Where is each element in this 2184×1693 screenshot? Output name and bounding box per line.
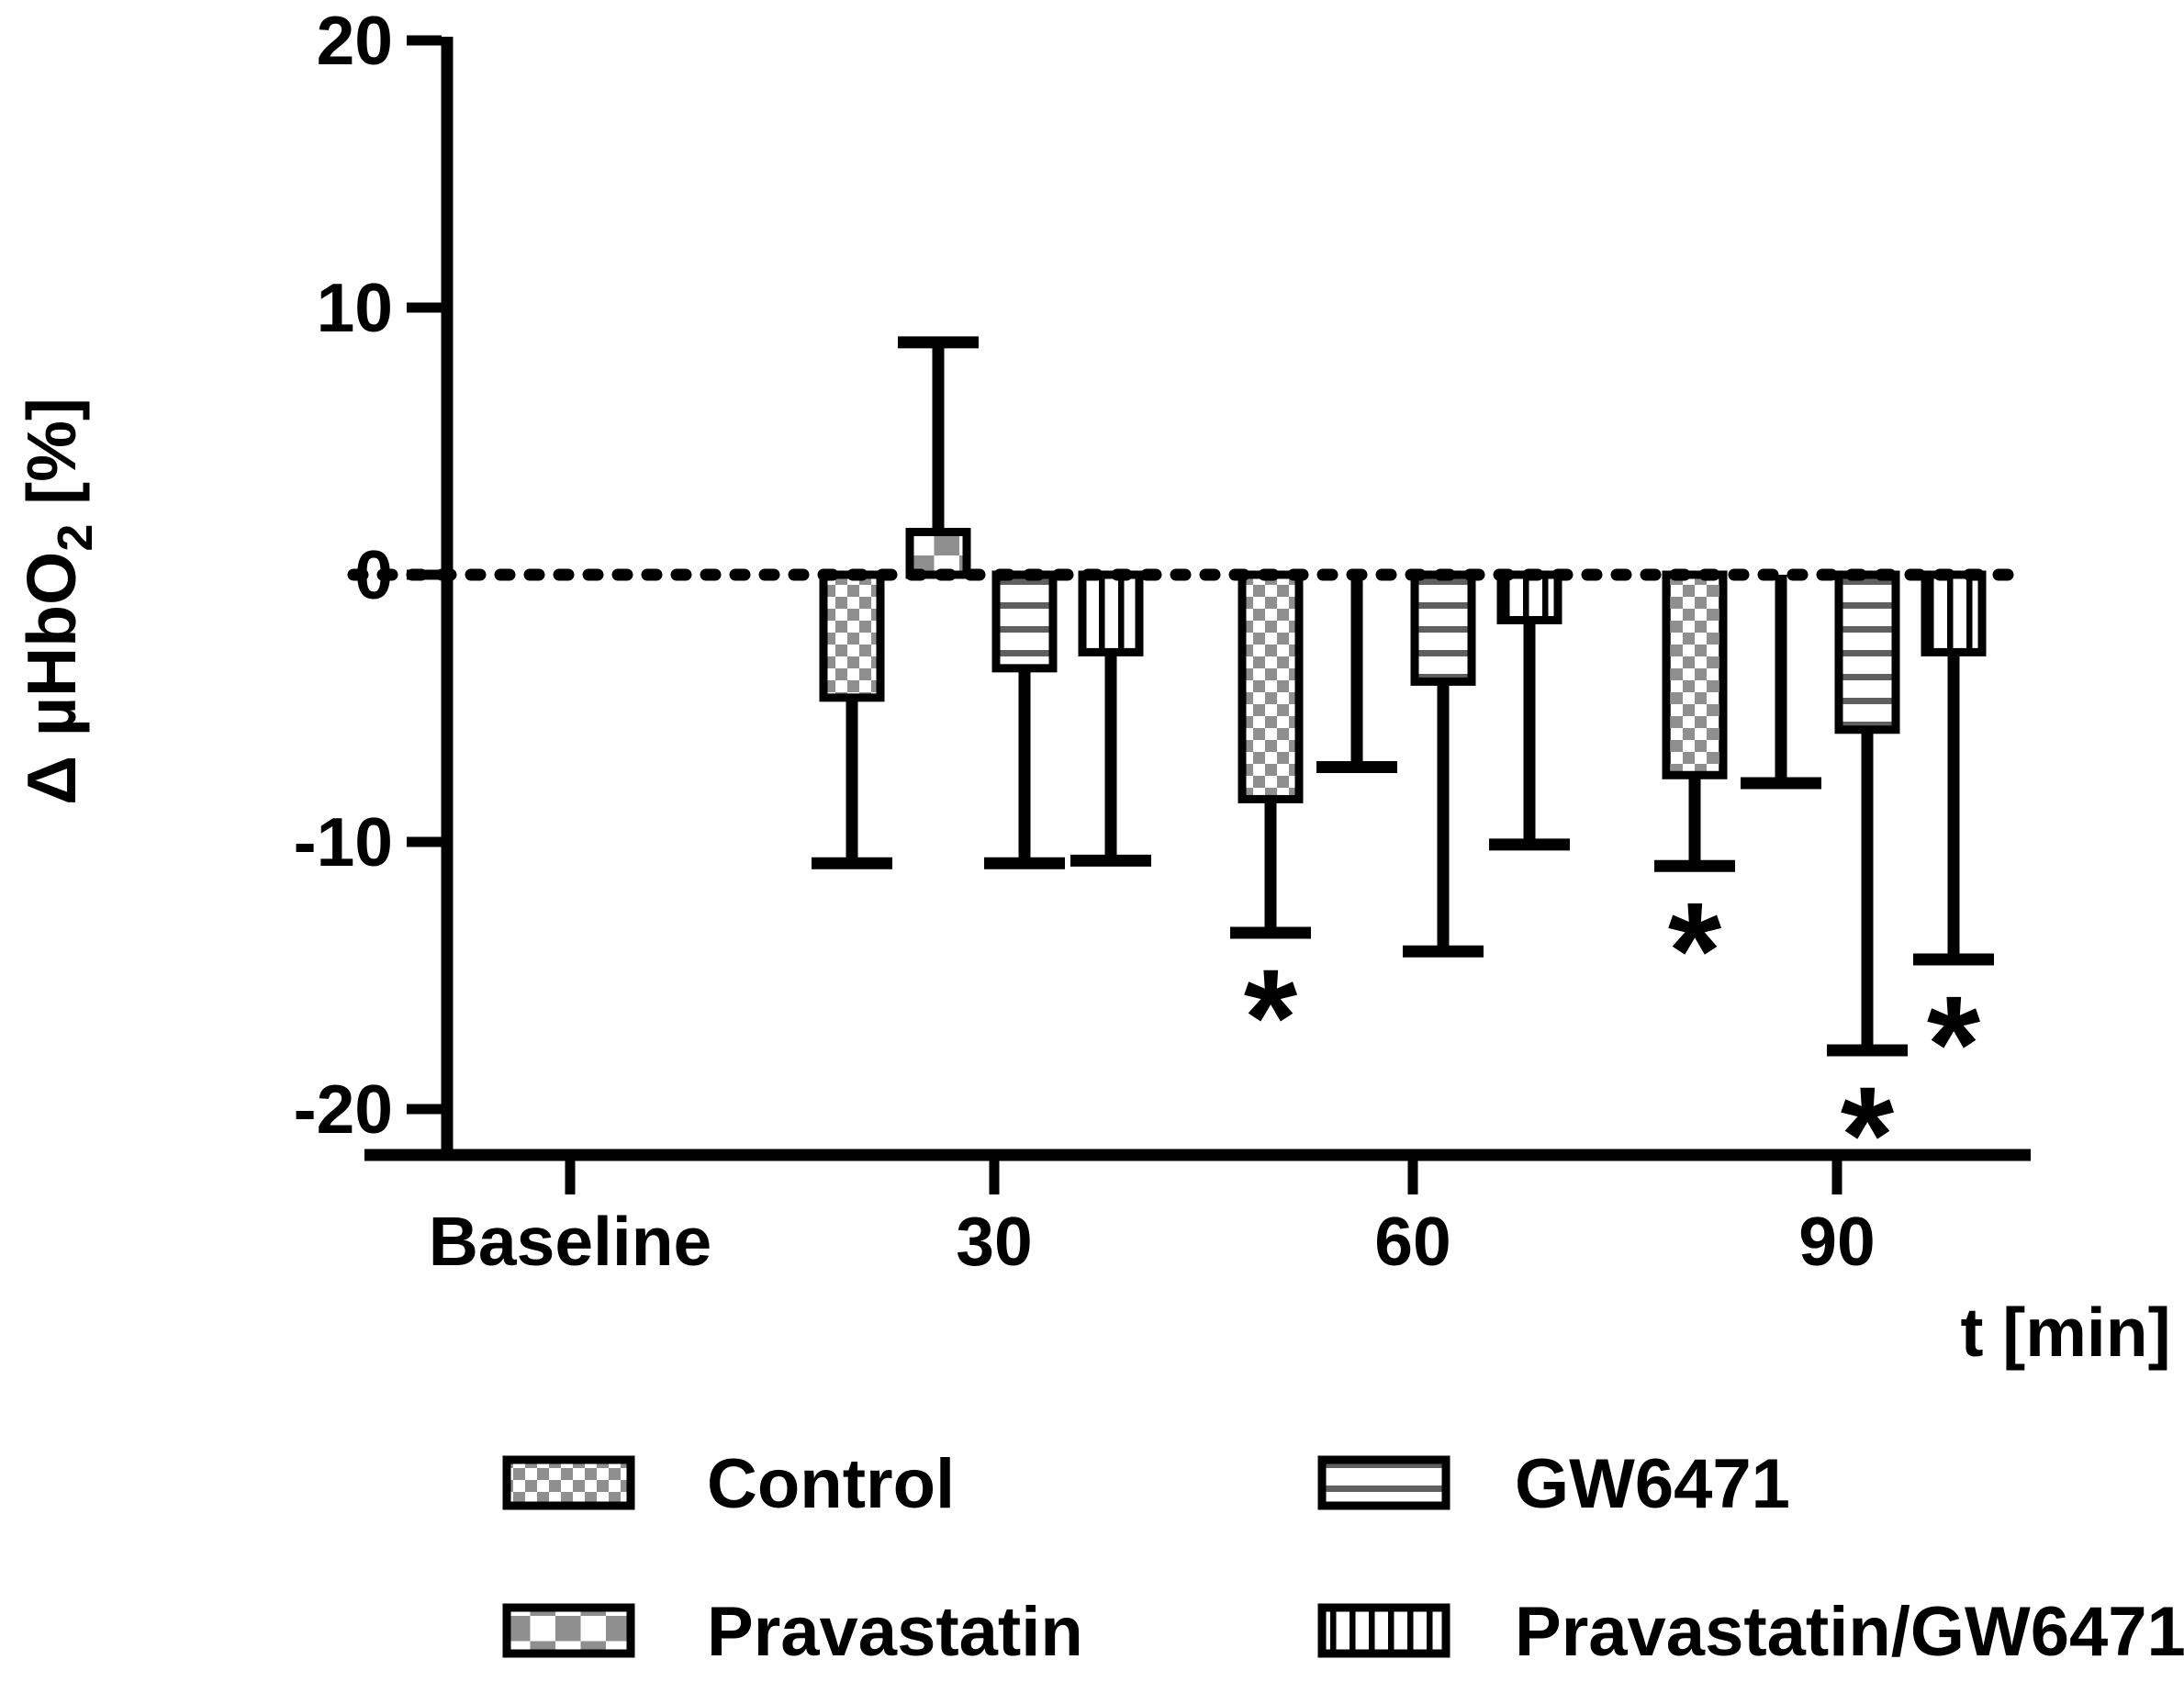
gw6471-pattern-swatch xyxy=(1317,1455,1450,1510)
bar-pravastatin-gw6471-30 xyxy=(1078,570,1144,656)
y-axis-title-tail: [%] xyxy=(13,398,90,523)
y-tick-label-neg10: -10 xyxy=(294,803,393,880)
x-tick-label-90: 90 xyxy=(1798,1203,1875,1280)
significance-markers: * *** xyxy=(1244,873,1981,1212)
y-axis-title-main: Δ µHbO xyxy=(13,552,90,805)
bar-pravastatin-gw6471-90 xyxy=(1921,570,1987,656)
y-tick-label-0: 0 xyxy=(354,536,393,613)
y-axis-title: Δ µHbO2 [%] xyxy=(13,398,103,805)
legend: Control Pravastatin GW6471 Pravastatin/G… xyxy=(502,1445,2184,1671)
bar-gw6471-30 xyxy=(991,570,1058,673)
significance-star-pravastatin-gw6471-90: * xyxy=(1927,967,1981,1121)
legend-label-pravastatin-gw6471: Pravastatin/GW6471 xyxy=(1515,1593,2184,1671)
plot-area: * *** 20 10 0 -10 -20 Baseline 30 60 90 t… xyxy=(13,2,2171,1371)
legend-item-pravastatin: Pravastatin xyxy=(502,1593,1083,1671)
legend-label-control: Control xyxy=(707,1445,955,1523)
significance-star-control-60: * xyxy=(1244,940,1298,1094)
bar-pravastatin-30 xyxy=(905,527,971,579)
x-tick-label-baseline: Baseline xyxy=(429,1203,712,1280)
bar-control-30 xyxy=(819,570,885,702)
error-bars xyxy=(812,336,1994,1057)
bar-gw6471-60 xyxy=(1410,570,1476,686)
x-axis-title: t [min] xyxy=(1960,1294,2170,1371)
pravastatin-gw6471-pattern-swatch xyxy=(1317,1603,1450,1658)
bar-control-90 xyxy=(1662,570,1728,779)
y-tick-label-10: 10 xyxy=(317,269,393,346)
legend-item-gw6471: GW6471 xyxy=(1317,1445,1790,1523)
x-tick-label-60: 60 xyxy=(1374,1203,1450,1280)
y-tick-label-neg20: -20 xyxy=(294,1071,393,1148)
y-axis-title-subscript: 2 xyxy=(48,524,103,552)
legend-label-gw6471: GW6471 xyxy=(1515,1445,1790,1523)
y-tick-label-20: 20 xyxy=(317,2,393,79)
legend-item-pravastatin-gw6471: Pravastatin/GW6471 xyxy=(1317,1593,2184,1671)
bar-pravastatin-gw6471-60 xyxy=(1496,570,1562,624)
x-tick-label-30: 30 xyxy=(956,1203,1032,1280)
significance-star-control-90: * xyxy=(1668,873,1722,1027)
bar-gw6471-90 xyxy=(1834,570,1900,734)
pravastatin-pattern-swatch xyxy=(502,1603,635,1658)
bar-control-60 xyxy=(1238,570,1304,803)
legend-item-control: Control xyxy=(502,1445,955,1523)
significance-star-gw6471-90: * xyxy=(1841,1058,1895,1212)
control-pattern-swatch xyxy=(502,1455,635,1510)
legend-label-pravastatin: Pravastatin xyxy=(707,1593,1083,1671)
